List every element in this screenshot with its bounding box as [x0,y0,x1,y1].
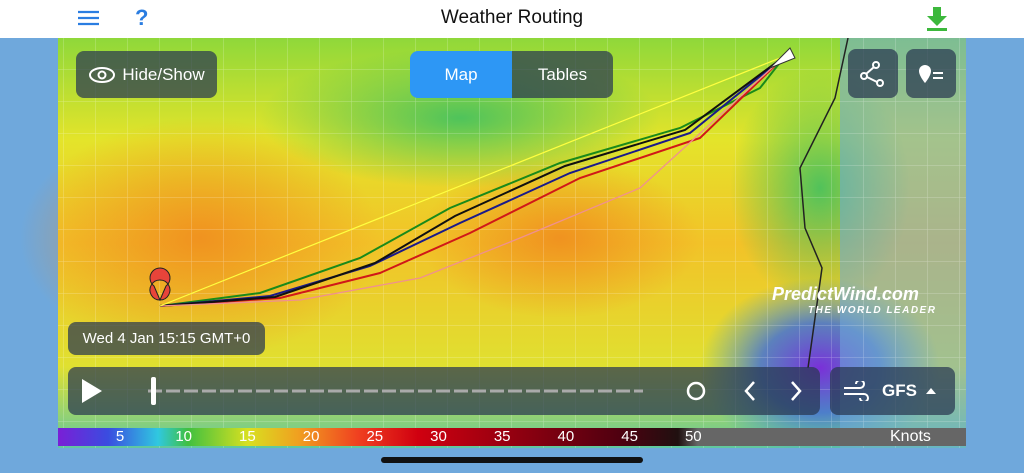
timestamp: Wed 4 Jan 15:15 GMT+0 [68,322,265,355]
menu-button[interactable] [78,9,100,27]
scale-label: 5 [115,428,125,445]
scale-label: 20 [302,428,320,445]
logo-name: PredictWind.com [772,284,919,304]
scale-unit: Knots [890,428,931,445]
waypoint-list-button[interactable] [906,49,956,98]
page-title: Weather Routing [440,7,584,28]
hide-show-label: Hide/Show [122,64,205,84]
scale-label: 50 [684,428,702,445]
scale-label: 25 [366,428,384,445]
model-label: GFS [882,381,917,400]
route-button[interactable] [848,49,898,98]
scale-label: 30 [430,428,447,445]
hide-show-button[interactable]: Hide/Show [76,51,217,98]
wind-scale: Knots 5 10 15 20 25 30 35 40 45 50 [58,428,966,446]
playback-controls[interactable] [68,367,820,415]
logo-tagline: THE WORLD LEADER [808,305,937,316]
logo: PredictWind.com THE WORLD LEADER [772,284,957,316]
scale-label: 10 [175,428,193,445]
eye-icon [89,66,116,83]
scale-label: 35 [493,428,511,445]
scale-label: 45 [621,428,638,445]
home-indicator [381,457,643,463]
scale-label: 15 [239,428,256,445]
download-button[interactable] [926,7,948,31]
playback-bar [68,367,820,415]
tables-tab[interactable]: Tables [512,51,613,98]
map-tab[interactable]: Map [410,51,512,98]
scale-label: 40 [557,428,575,445]
help-button[interactable]: ? [135,5,149,30]
model-selector[interactable]: GFS [830,367,955,415]
top-bar: ? Weather Routing [0,0,1024,38]
